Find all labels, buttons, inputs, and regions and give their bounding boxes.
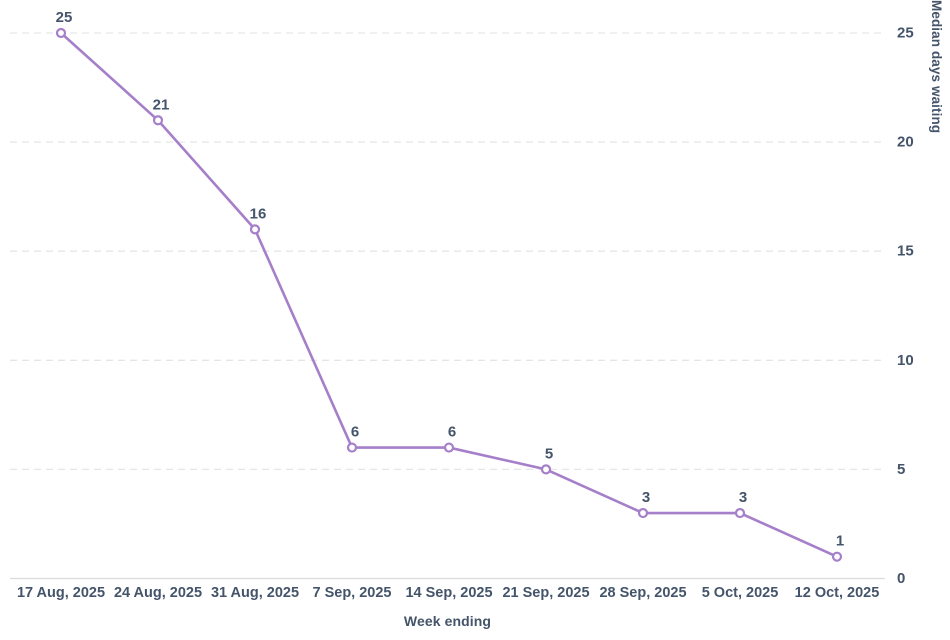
data-point-marker[interactable] [55,27,67,39]
x-tick-label: 7 Sep, 2025 [313,585,392,601]
data-point-marker[interactable] [443,442,455,453]
x-axis-title: Week ending [403,613,492,629]
y-tick-label: 20 [897,134,914,151]
data-point-marker[interactable] [152,115,164,126]
data-point-label: 3 [642,489,650,506]
x-tick-label: 24 Aug, 2025 [114,585,202,601]
x-tick-label: 31 Aug, 2025 [211,585,299,601]
data-point-label: 6 [448,424,456,441]
x-tick-label: 21 Sep, 2025 [502,585,589,601]
data-point-label: 25 [56,9,73,26]
y-tick-label: 5 [897,461,905,478]
y-tick-label: 25 [897,25,914,42]
x-tick-label: 14 Sep, 2025 [405,585,492,601]
data-point-label: 3 [739,489,747,506]
y-tick-label: 15 [897,243,914,260]
y-tick-label: 10 [897,352,914,369]
data-point-marker[interactable] [249,224,261,235]
data-point-marker[interactable] [637,507,649,519]
y-tick-label: 0 [897,570,905,587]
y-axis-title: Median days waiting [929,0,944,134]
data-point-marker[interactable] [831,551,843,562]
x-tick-label: 5 Oct, 2025 [702,585,779,601]
data-point-label: 16 [250,205,267,222]
x-tick-label: 28 Sep, 2025 [599,585,686,601]
data-point-marker[interactable] [734,507,746,519]
data-point-label: 21 [153,96,170,113]
data-point-label: 5 [545,445,553,462]
x-tick-label: 17 Aug, 2025 [17,585,105,601]
data-point-marker[interactable] [540,464,552,475]
x-tick-label: 12 Oct, 2025 [795,585,880,601]
data-point-marker[interactable] [346,442,358,453]
data-point-label: 1 [836,533,844,550]
series-line [59,31,839,558]
data-point-label: 6 [351,424,359,441]
